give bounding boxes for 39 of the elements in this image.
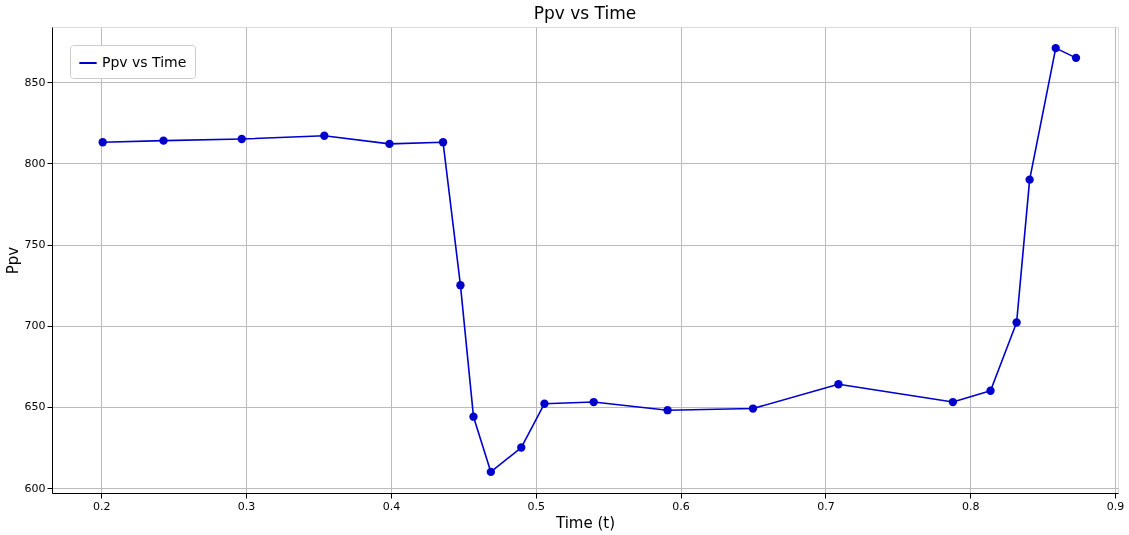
chart-title: Ppv vs Time — [533, 3, 637, 23]
x-tick-label: 0.7 — [817, 499, 835, 513]
x-tick-label: 0.2 — [92, 499, 111, 513]
point — [663, 406, 672, 415]
x-tick-label: 0.3 — [237, 499, 256, 513]
point — [469, 412, 478, 421]
x-axis-title: Time (t) — [554, 513, 616, 532]
x-tick-label: 0.6 — [672, 499, 690, 513]
x-tick-label: 0.8 — [962, 499, 980, 513]
point — [1025, 175, 1034, 184]
point — [540, 399, 549, 408]
point — [438, 138, 448, 147]
point — [589, 397, 598, 407]
point — [948, 397, 958, 407]
y-tick-label: 650 — [24, 400, 46, 414]
point — [748, 404, 758, 413]
legend-label: Ppv vs Time — [102, 54, 187, 70]
point — [159, 136, 168, 145]
point — [98, 138, 107, 147]
point — [385, 139, 394, 149]
point — [517, 443, 526, 452]
y-tick-label: 800 — [24, 156, 46, 170]
point — [486, 467, 496, 477]
point — [986, 386, 995, 395]
point — [320, 131, 329, 140]
point — [834, 380, 843, 389]
y-tick-label: 700 — [24, 319, 46, 333]
y-axis-title: Ppv — [3, 246, 22, 275]
y-tick-label: 850 — [24, 75, 46, 89]
x-tick-label: 0.9 — [1106, 499, 1125, 513]
point — [1051, 43, 1060, 53]
point — [1012, 318, 1021, 327]
point — [1071, 53, 1081, 63]
point — [456, 280, 465, 290]
x-tick-label: 0.5 — [527, 499, 546, 513]
x-tick-label: 0.4 — [382, 499, 401, 513]
point — [237, 134, 246, 144]
y-tick-label: 750 — [24, 238, 46, 252]
y-tick-label: 600 — [24, 481, 46, 495]
